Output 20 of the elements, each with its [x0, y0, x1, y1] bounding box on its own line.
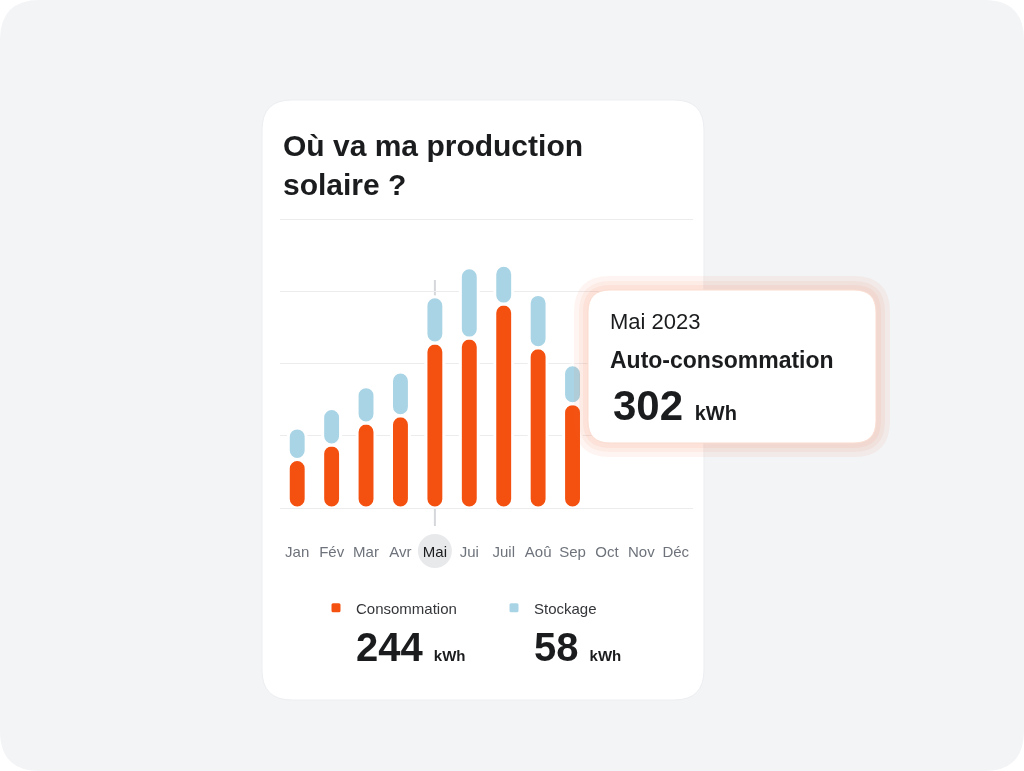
x-tick-label: Juil [492, 543, 515, 560]
annotation: 302 kWh [613, 382, 737, 429]
x-tick-label: Avr [389, 543, 412, 560]
x-tick-label: Mai [422, 543, 447, 560]
x-tick-label: Mar [353, 543, 379, 560]
x-tick-label: Oct [595, 543, 620, 560]
x-tick-label: Aoû [524, 543, 552, 560]
x-tick-label: Jan [285, 543, 310, 560]
annotation: Auto-consommation [610, 347, 834, 373]
legend-label: Stockage [534, 599, 597, 617]
legend-label: Consommation [356, 599, 457, 617]
text: 58 kWh [534, 625, 622, 669]
x-tick-label: Fév [319, 543, 345, 560]
x-tick-label: Nov [628, 543, 656, 560]
x-tick-label: Jui [459, 543, 479, 560]
text: 244 kWh [356, 625, 466, 669]
chart-title: Où va ma production solaire ? [283, 129, 584, 201]
annotation: Mai 2023 [610, 309, 701, 334]
x-tick-label: Déc [662, 543, 690, 560]
x-tick-label: Sep [559, 543, 586, 560]
